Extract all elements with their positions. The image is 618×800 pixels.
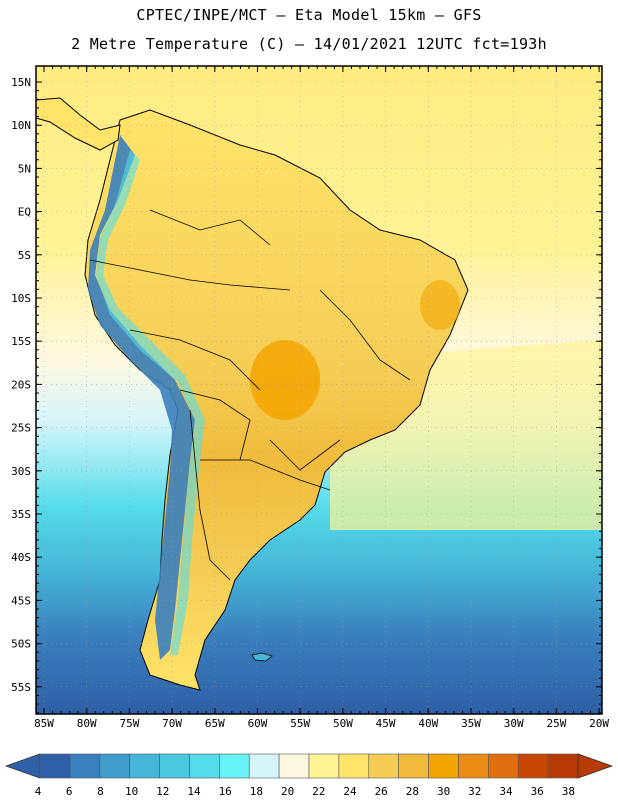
lon-label: 25W xyxy=(546,717,566,730)
colorbar-swatch xyxy=(308,753,340,779)
colorbar-swatch xyxy=(159,753,190,779)
country-borders xyxy=(89,209,411,581)
colorbar-swatch xyxy=(458,753,489,779)
colorbar-label: 28 xyxy=(406,785,419,798)
colorbar-label: 36 xyxy=(531,785,544,798)
colorbar-label: 24 xyxy=(343,785,357,798)
title-line-1: CPTEC/INPE/MCT – Eta Model 15km – GFS xyxy=(136,6,482,24)
colorbar-swatch xyxy=(278,753,310,779)
hot-spot-northeast xyxy=(420,280,460,330)
colorbar-label: 8 xyxy=(97,785,104,798)
colorbar-label: 38 xyxy=(562,785,575,798)
lon-label: 85W xyxy=(34,717,54,730)
colorbar-label: 18 xyxy=(250,785,263,798)
colorbar-label: 26 xyxy=(375,785,388,798)
lon-label: 75W xyxy=(119,717,139,730)
lon-label: 80W xyxy=(77,717,97,730)
colorbar-swatch xyxy=(368,753,399,779)
lat-label: 55S xyxy=(11,681,31,694)
lon-label: 55W xyxy=(290,717,310,730)
colorbar-swatch xyxy=(189,753,220,779)
lat-label: 10N xyxy=(11,119,31,132)
lat-label: 10S xyxy=(11,292,31,305)
lon-label: 30W xyxy=(504,717,524,730)
colorbar-swatch xyxy=(129,753,160,779)
colorbar-label: 12 xyxy=(156,785,169,798)
colorbar-label: 30 xyxy=(437,785,450,798)
colorbar-label: 6 xyxy=(66,785,73,798)
colorbar-swatch xyxy=(338,753,370,779)
central-america-landmass xyxy=(36,97,121,151)
lat-label: 35S xyxy=(11,508,31,521)
colorbar-swatch xyxy=(99,753,130,779)
colorbar-label: 20 xyxy=(281,785,294,798)
andes-cold-strip xyxy=(88,135,195,660)
colorbar-swatch xyxy=(517,753,549,779)
colorbar-swatch xyxy=(69,753,101,779)
colorbar-swatch xyxy=(428,753,459,779)
lon-label: 35W xyxy=(461,717,481,730)
lon-label: 40W xyxy=(418,717,438,730)
colorbar-left-arrow xyxy=(4,753,41,779)
lat-label: EQ xyxy=(18,206,31,219)
lat-label: 15S xyxy=(11,335,31,348)
colorbar-label: 34 xyxy=(499,785,513,798)
colorbar-swatch xyxy=(547,753,579,779)
lat-label: 40S xyxy=(11,551,31,564)
colorbar-label: 16 xyxy=(219,785,232,798)
colorbar-right-arrow xyxy=(577,753,614,779)
colorbar-label: 32 xyxy=(468,785,481,798)
colorbar-label: 10 xyxy=(125,785,138,798)
colorbar-swatch xyxy=(39,753,71,779)
lat-label: 5N xyxy=(18,162,31,175)
lat-label: 5S xyxy=(18,249,31,262)
lon-label: 60W xyxy=(248,717,268,730)
lat-label: 45S xyxy=(11,594,31,607)
hot-spot-central xyxy=(250,340,320,420)
colorbar-swatch xyxy=(488,753,519,779)
temperature-map: 15N 10N 5N EQ 5S 10S 15S 20S 25S 30S 35S 40S 45S 50S 5… xyxy=(11,65,609,730)
map-frame xyxy=(35,65,603,715)
colorbar-label: 4 xyxy=(35,785,42,798)
lat-label: 15N xyxy=(11,76,31,89)
title-line-2: 2 Metre Temperature (C) – 14/01/2021 12U… xyxy=(71,35,547,53)
lon-label: 65W xyxy=(205,717,225,730)
colorbar-swatch xyxy=(248,753,280,779)
colorbar-swatch xyxy=(398,753,429,779)
lon-label: 20W xyxy=(589,717,609,730)
colorbar-label: 14 xyxy=(187,785,201,798)
lon-label: 50W xyxy=(333,717,353,730)
temperature-colorbar: 4 6 8 10 12 14 16 18 20 22 24 26 28 30 32 34 36 38 xyxy=(4,753,614,798)
lon-label: 70W xyxy=(162,717,182,730)
colorbar-swatch xyxy=(219,753,250,779)
lat-label: 50S xyxy=(11,638,31,651)
lat-label: 30S xyxy=(11,465,31,478)
lon-label: 45W xyxy=(376,717,396,730)
lat-label: 20S xyxy=(11,378,31,391)
falkland-islands xyxy=(251,652,273,662)
colorbar-label: 22 xyxy=(312,785,325,798)
lat-label: 25S xyxy=(11,422,31,435)
